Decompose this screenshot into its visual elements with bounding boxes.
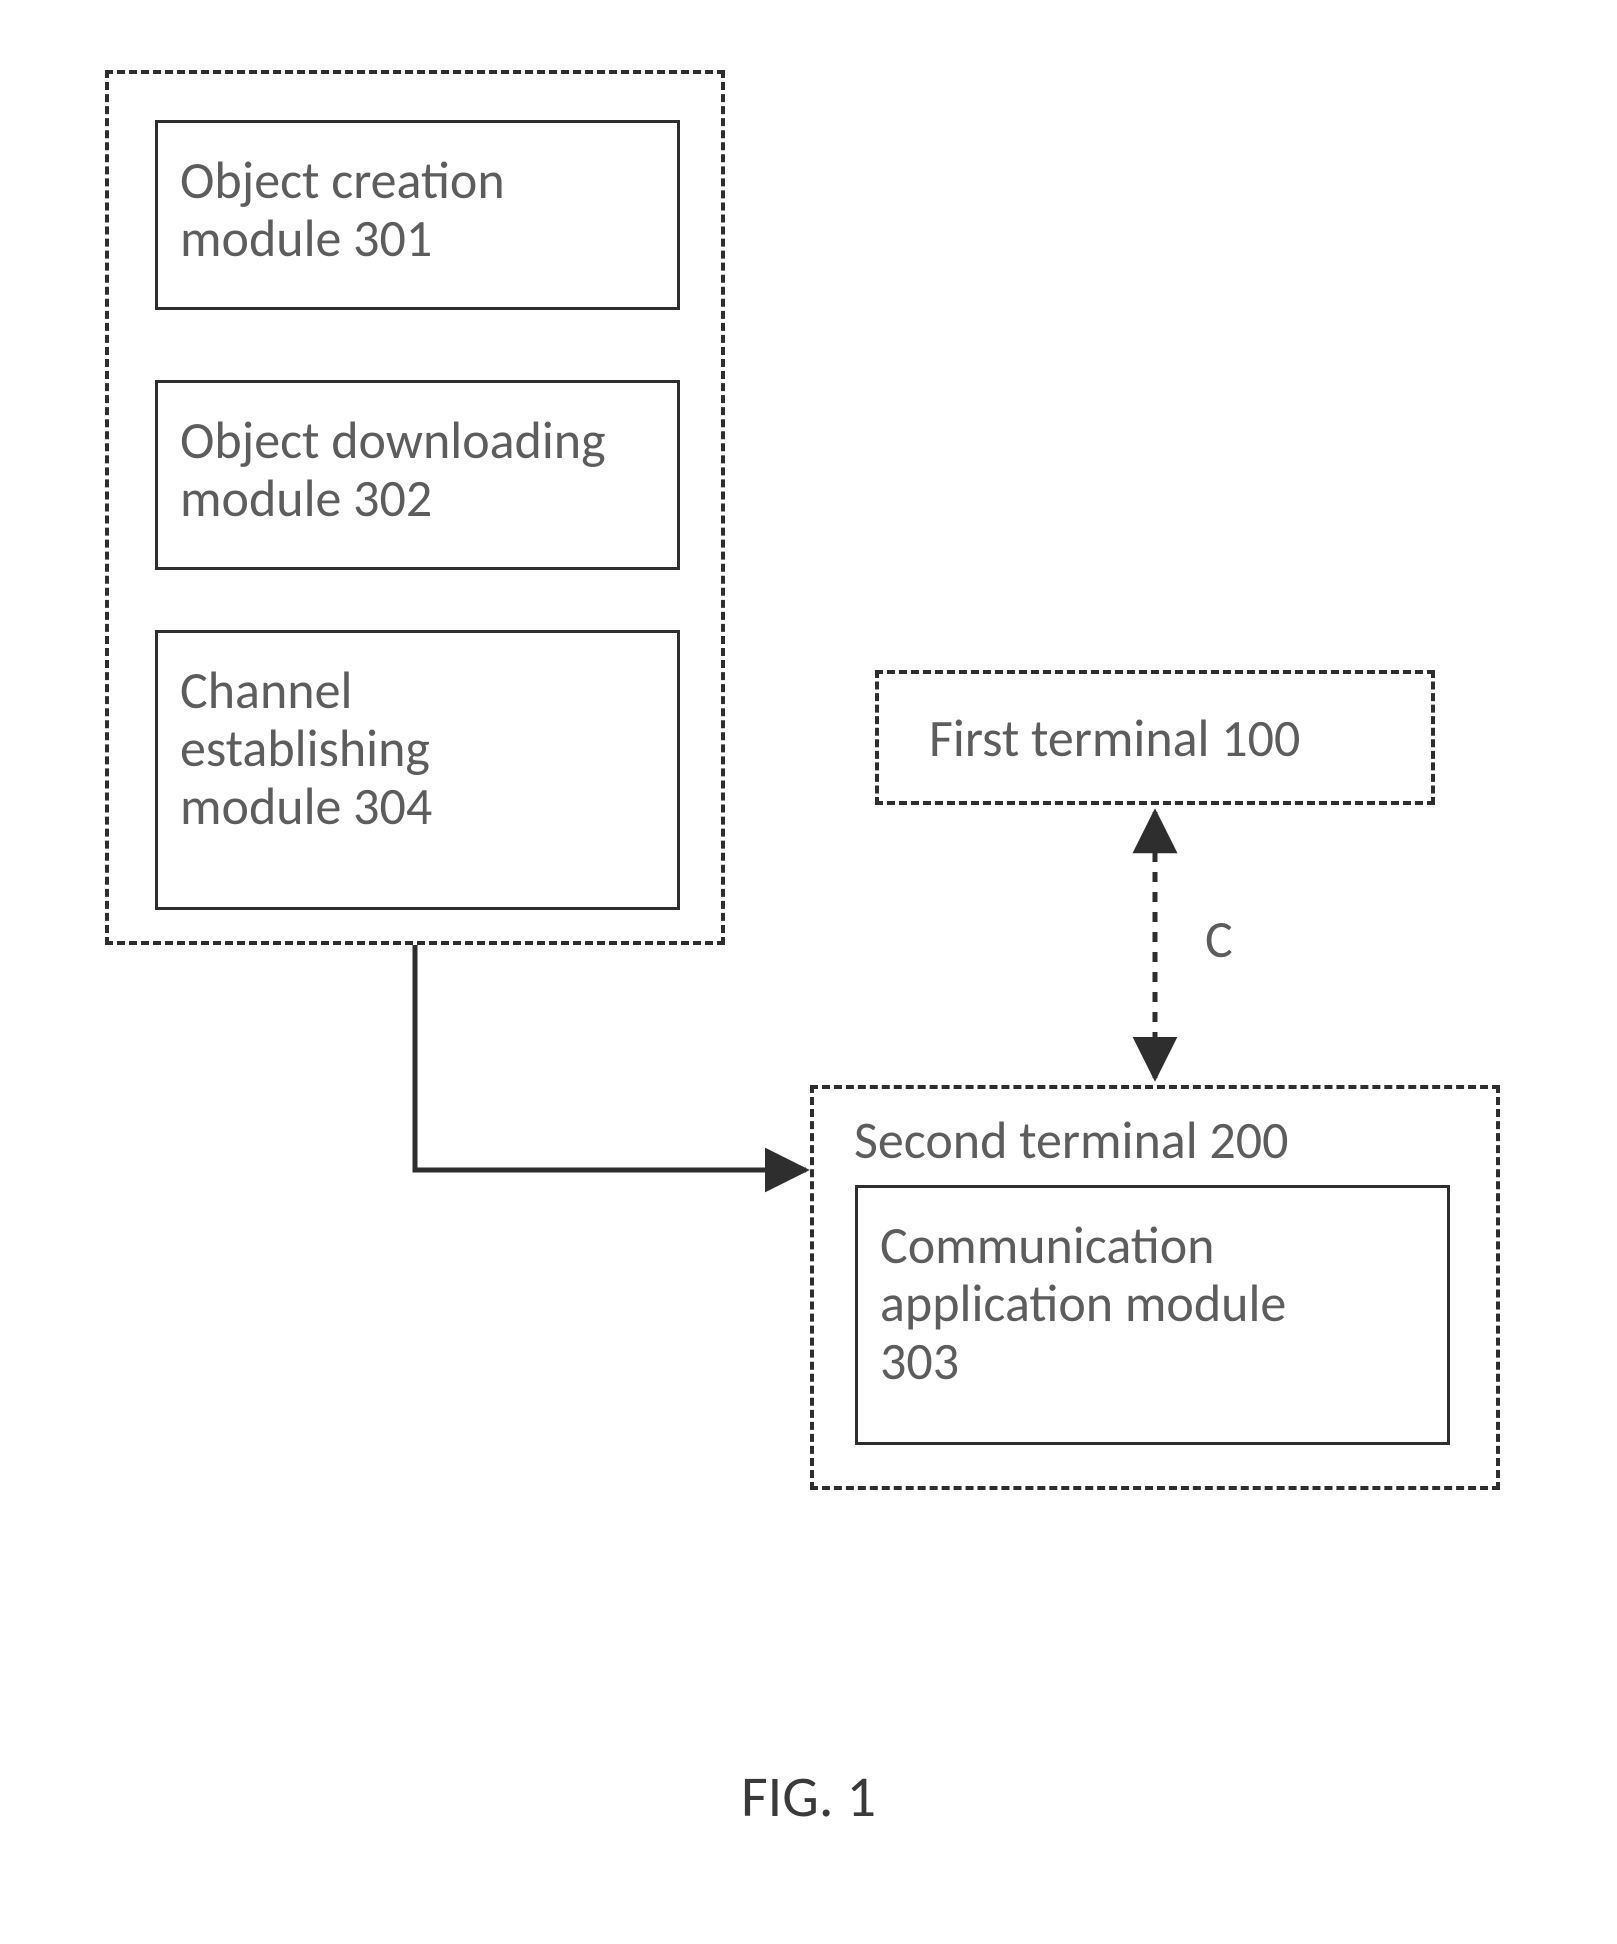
diagram-stage: Object creation module 301 Object downlo… (0, 0, 1617, 1944)
figure-caption: FIG. 1 (0, 1765, 1617, 1830)
edge-first-to-second (0, 0, 1617, 1944)
edge-label-c: C (1205, 910, 1233, 968)
